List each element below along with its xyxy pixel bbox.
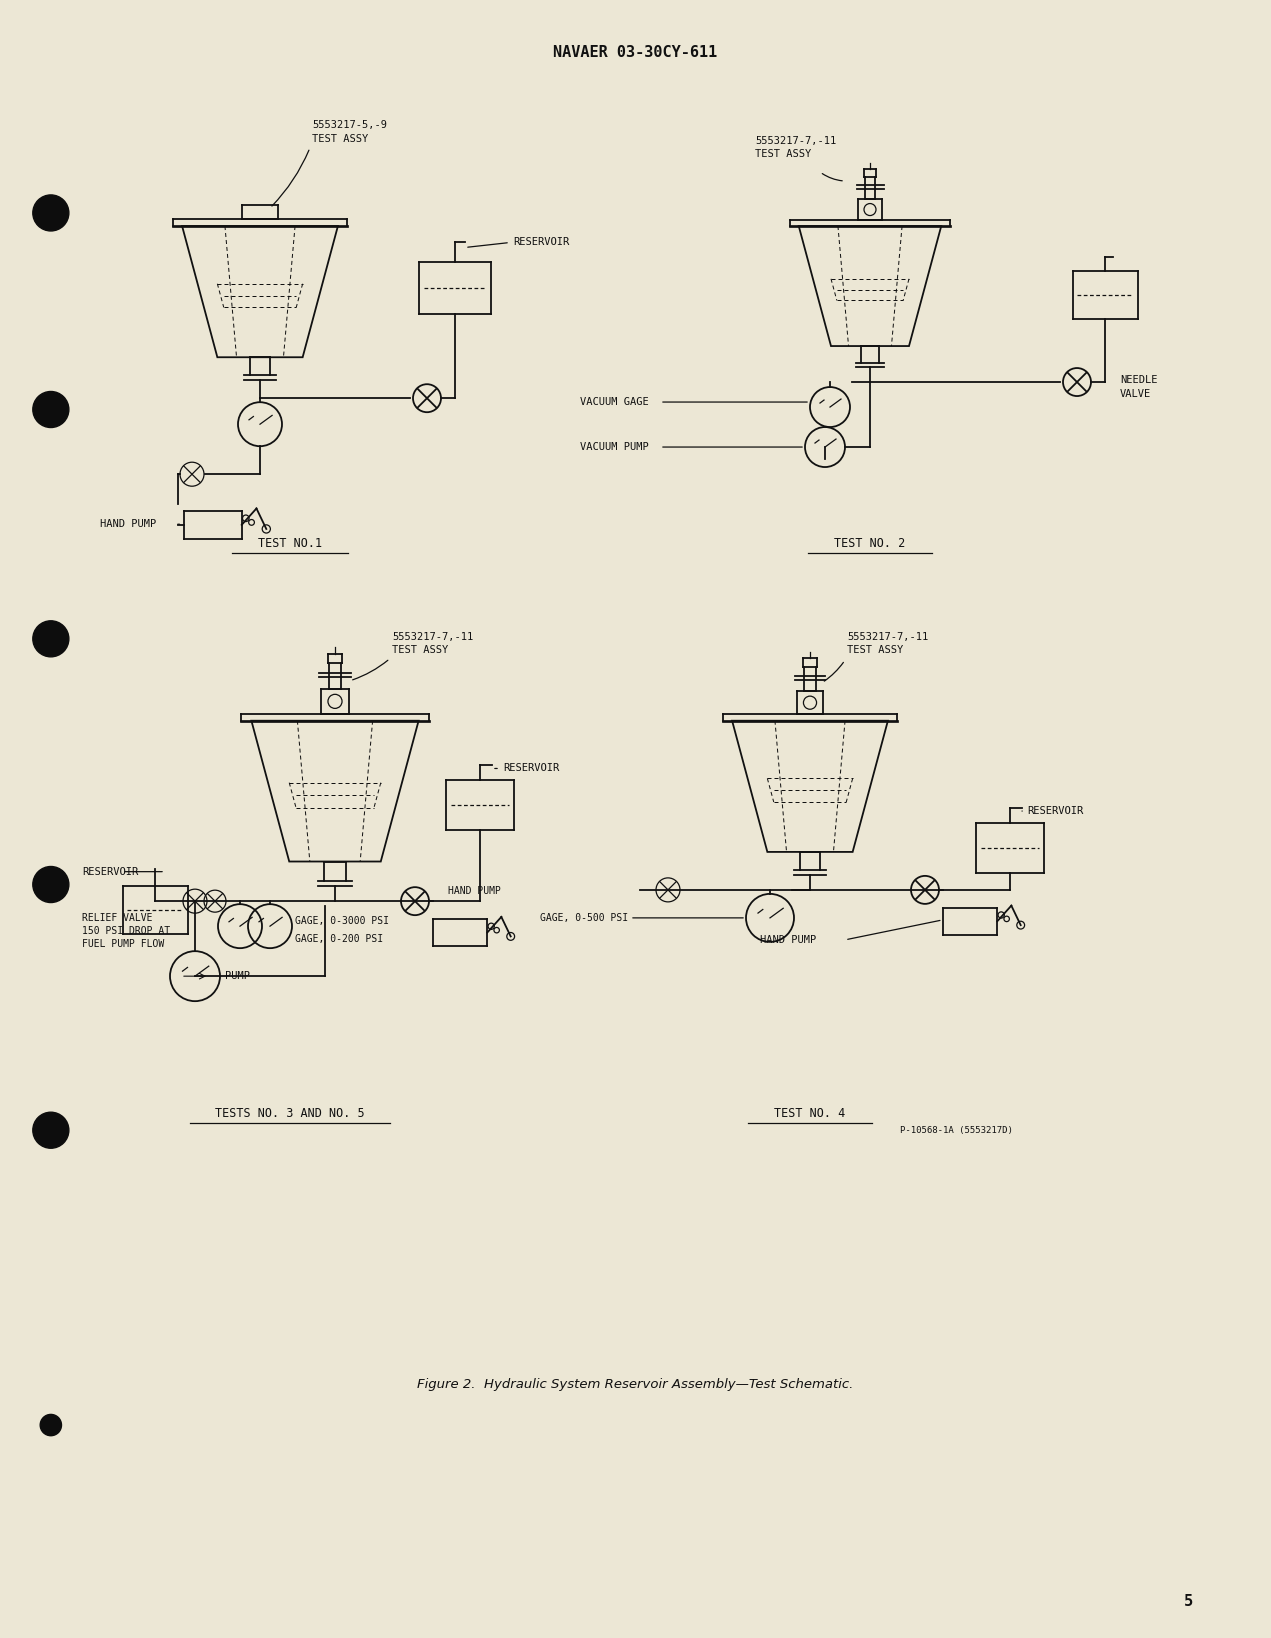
Text: 5553217-5,-9
TEST ASSY: 5553217-5,-9 TEST ASSY	[311, 121, 386, 144]
Text: GAGE, 0-3000 PSI: GAGE, 0-3000 PSI	[295, 916, 389, 925]
Text: 5553217-7,-11
TEST ASSY: 5553217-7,-11 TEST ASSY	[846, 632, 928, 655]
Text: NAVAER 03-30CY-611: NAVAER 03-30CY-611	[553, 44, 718, 61]
Text: RELIEF VALVE
150 PSI DROP AT
FUEL PUMP FLOW: RELIEF VALVE 150 PSI DROP AT FUEL PUMP F…	[83, 912, 170, 950]
Text: TEST NO. 4: TEST NO. 4	[774, 1107, 845, 1120]
Circle shape	[33, 621, 69, 657]
Text: TESTS NO. 3 AND NO. 5: TESTS NO. 3 AND NO. 5	[215, 1107, 365, 1120]
Text: VACUUM PUMP: VACUUM PUMP	[580, 442, 648, 452]
Text: HAND PUMP: HAND PUMP	[760, 935, 816, 945]
Circle shape	[33, 867, 69, 903]
Text: RESERVOIR: RESERVOIR	[513, 238, 569, 247]
Text: NEEDLE
VALVE: NEEDLE VALVE	[1120, 375, 1158, 398]
Text: GAGE, 0-200 PSI: GAGE, 0-200 PSI	[295, 934, 383, 943]
Text: 5: 5	[1183, 1594, 1193, 1610]
Text: 5553217-7,-11
TEST ASSY: 5553217-7,-11 TEST ASSY	[391, 632, 473, 655]
Text: RESERVOIR: RESERVOIR	[503, 763, 559, 773]
Text: P-10568-1A (5553217D): P-10568-1A (5553217D)	[900, 1125, 1013, 1135]
Text: PUMP: PUMP	[225, 971, 250, 981]
Text: HAND PUMP: HAND PUMP	[100, 519, 156, 529]
Circle shape	[33, 391, 69, 428]
Text: RESERVOIR: RESERVOIR	[83, 867, 139, 876]
Circle shape	[41, 1415, 61, 1435]
Text: TEST NO. 2: TEST NO. 2	[834, 537, 906, 550]
Text: VACUUM GAGE: VACUUM GAGE	[580, 396, 648, 408]
Circle shape	[33, 195, 69, 231]
Text: RESERVOIR: RESERVOIR	[1027, 806, 1083, 816]
Text: TEST NO.1: TEST NO.1	[258, 537, 322, 550]
Text: GAGE, 0-500 PSI: GAGE, 0-500 PSI	[540, 912, 628, 922]
Text: 5553217-7,-11
TEST ASSY: 5553217-7,-11 TEST ASSY	[755, 136, 836, 159]
Circle shape	[33, 1112, 69, 1148]
Text: Figure 2.  Hydraulic System Reservoir Assembly—Test Schematic.: Figure 2. Hydraulic System Reservoir Ass…	[417, 1378, 854, 1391]
Text: HAND PUMP: HAND PUMP	[447, 886, 501, 896]
